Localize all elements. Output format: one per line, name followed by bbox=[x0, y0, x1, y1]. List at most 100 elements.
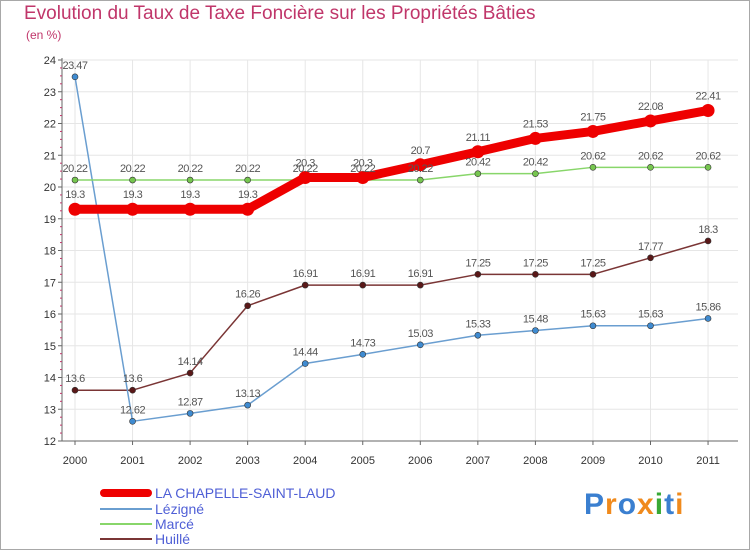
brand-letter: i bbox=[654, 488, 665, 521]
data-point-marc bbox=[71, 176, 79, 184]
y-tick-label: 19 bbox=[44, 214, 56, 226]
x-tick-label: 2007 bbox=[466, 455, 490, 467]
data-point-la-chapelle-saint-laud bbox=[126, 202, 140, 216]
series-line-huill bbox=[74, 240, 709, 391]
data-label-huill: 17.25 bbox=[580, 257, 605, 269]
legend-label-la-chapelle: LA CHAPELLE-SAINT-LAUD bbox=[155, 485, 336, 501]
data-label-la-chapelle-saint-laud: 20.3 bbox=[295, 157, 315, 169]
x-tick-label: 2002 bbox=[178, 455, 202, 467]
x-tick-label: 2010 bbox=[638, 455, 662, 467]
data-point-la-chapelle-saint-laud bbox=[701, 103, 715, 117]
data-point-l-zign bbox=[647, 322, 654, 330]
data-point-l-zign bbox=[71, 73, 79, 81]
data-label-huill: 16.91 bbox=[350, 268, 375, 280]
data-label-huill: 17.25 bbox=[465, 257, 490, 269]
legend-swatch-lezigne bbox=[100, 508, 152, 510]
x-tick-label: 2009 bbox=[581, 455, 605, 467]
data-point-huill bbox=[532, 271, 539, 278]
data-label-la-chapelle-saint-laud: 19.3 bbox=[65, 189, 85, 201]
data-point-marc bbox=[129, 176, 136, 184]
data-label-la-chapelle-saint-laud: 21.75 bbox=[580, 111, 605, 123]
legend-swatch-huille bbox=[100, 538, 152, 540]
data-point-la-chapelle-saint-laud bbox=[356, 170, 370, 184]
brand-letter: r bbox=[605, 488, 618, 521]
data-point-l-zign bbox=[416, 341, 424, 349]
data-point-huill bbox=[704, 237, 712, 245]
data-point-huill bbox=[416, 281, 424, 289]
y-tick-label: 13 bbox=[44, 404, 56, 416]
y-tick-label: 24 bbox=[44, 55, 56, 67]
data-label-la-chapelle-saint-laud: 19.3 bbox=[180, 189, 200, 201]
x-tick-label: 2006 bbox=[408, 455, 432, 467]
data-label-la-chapelle-saint-laud: 19.3 bbox=[238, 189, 258, 201]
data-label-marc: 20.42 bbox=[465, 157, 490, 169]
data-point-la-chapelle-saint-laud bbox=[471, 145, 485, 159]
data-label-marc: 20.22 bbox=[293, 163, 318, 175]
data-label-la-chapelle-saint-laud: 20.7 bbox=[411, 145, 431, 157]
data-point-huill bbox=[129, 386, 136, 394]
data-point-marc bbox=[416, 176, 424, 184]
data-point-huill bbox=[589, 271, 597, 278]
data-label-l-zign: 15.33 bbox=[465, 318, 490, 330]
data-point-huill bbox=[301, 281, 309, 289]
y-tick-label: 21 bbox=[44, 150, 56, 162]
data-point-la-chapelle-saint-laud bbox=[298, 170, 312, 184]
data-point-marc bbox=[589, 164, 597, 171]
data-point-l-zign bbox=[359, 351, 367, 358]
data-point-huill bbox=[186, 369, 194, 377]
data-point-la-chapelle-saint-laud bbox=[528, 131, 542, 145]
data-point-l-zign bbox=[301, 360, 309, 367]
data-label-marc: 20.62 bbox=[696, 150, 721, 162]
data-label-marc: 20.22 bbox=[62, 163, 87, 175]
data-label-la-chapelle-saint-laud: 22.41 bbox=[696, 90, 721, 102]
data-point-l-zign bbox=[129, 418, 136, 425]
data-label-la-chapelle-saint-laud: 19.3 bbox=[123, 189, 143, 201]
data-point-huill bbox=[71, 386, 79, 394]
data-point-l-zign bbox=[589, 322, 597, 330]
data-point-huill bbox=[359, 281, 367, 289]
data-label-l-zign: 15.03 bbox=[408, 328, 433, 340]
data-point-huill bbox=[244, 302, 251, 310]
data-point-marc bbox=[704, 164, 712, 171]
legend-label-marce: Marcé bbox=[155, 516, 194, 532]
x-tick-label: 2004 bbox=[293, 455, 317, 467]
data-point-l-zign bbox=[704, 315, 712, 322]
y-tick-label: 12 bbox=[44, 436, 56, 448]
y-tick-label: 22 bbox=[44, 119, 56, 131]
data-label-huill: 17.77 bbox=[638, 241, 663, 253]
legend-swatch-la-chapelle bbox=[100, 489, 152, 497]
data-point-la-chapelle-saint-laud bbox=[413, 158, 427, 172]
brand-letter: i bbox=[675, 488, 685, 521]
data-point-la-chapelle-saint-laud bbox=[241, 202, 255, 216]
x-tick-label: 2005 bbox=[351, 455, 375, 467]
y-tick-label: 16 bbox=[44, 309, 56, 321]
data-label-l-zign: 23.47 bbox=[62, 60, 87, 72]
data-label-marc: 20.22 bbox=[120, 163, 145, 175]
data-point-la-chapelle-saint-laud bbox=[644, 114, 657, 128]
legend-swatch-marce bbox=[100, 523, 152, 525]
y-tick-label: 17 bbox=[44, 277, 56, 289]
data-label-la-chapelle-saint-laud: 21.11 bbox=[466, 132, 491, 144]
data-point-l-zign bbox=[244, 401, 251, 409]
data-label-l-zign: 13.13 bbox=[235, 388, 260, 400]
data-point-la-chapelle-saint-laud bbox=[183, 202, 197, 216]
data-label-l-zign: 14.73 bbox=[350, 337, 375, 349]
data-point-la-chapelle-saint-laud bbox=[68, 202, 82, 216]
data-point-marc bbox=[647, 164, 654, 171]
data-label-marc: 20.22 bbox=[235, 163, 260, 175]
data-point-marc bbox=[532, 170, 539, 177]
data-point-huill bbox=[474, 271, 482, 278]
data-label-huill: 14.14 bbox=[178, 356, 203, 368]
data-label-la-chapelle-saint-laud: 21.53 bbox=[523, 118, 548, 130]
series-line-la-chapelle-saint-laud bbox=[70, 105, 713, 214]
data-label-huill: 18.3 bbox=[698, 224, 718, 236]
data-point-marc bbox=[474, 170, 482, 177]
data-label-la-chapelle-saint-laud: 22.08 bbox=[638, 101, 663, 113]
data-label-huill: 16.26 bbox=[235, 289, 260, 301]
data-point-l-zign bbox=[186, 410, 194, 417]
data-label-huill: 16.91 bbox=[408, 268, 433, 280]
y-tick-label: 15 bbox=[44, 341, 56, 353]
data-label-l-zign: 15.86 bbox=[696, 301, 721, 313]
data-label-huill: 13.6 bbox=[65, 373, 85, 385]
data-label-huill: 13.6 bbox=[123, 373, 143, 385]
